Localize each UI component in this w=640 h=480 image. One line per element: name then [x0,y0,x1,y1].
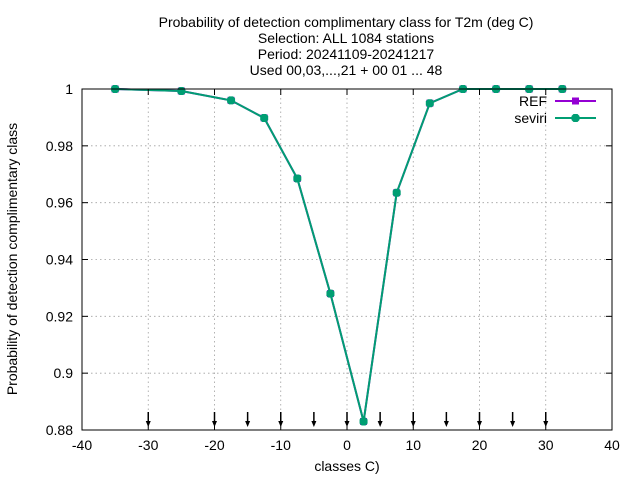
data-point [359,417,368,426]
title-line-2: Selection: ALL 1084 stations [258,30,434,46]
series-group [111,85,567,426]
grid [82,89,612,430]
title-line-4: Used 00,03,...,21 + 00 01 ... 48 [250,62,443,78]
series-seviri [111,85,567,426]
class-boundary-arrowhead [311,421,317,427]
series-REF [111,85,566,425]
data-point [177,86,186,95]
y-tick-label: 0.88 [46,422,73,438]
legend-marker-seviri [571,114,580,122]
y-tick-label: 0.98 [46,138,73,154]
data-point [425,99,434,108]
data-point [293,174,302,183]
legend-label-REF: REF [519,93,547,109]
x-tick-label: -20 [204,437,224,453]
series-line [115,88,563,422]
x-tick-label: 20 [472,437,488,453]
x-tick-label: 30 [538,437,554,453]
x-tick-label: -40 [72,437,92,453]
series-line [115,88,563,422]
data-point [326,289,335,298]
chart-title: Probability of detection complimentary c… [159,14,534,78]
x-tick-label: -30 [138,437,158,453]
data-point [227,96,236,105]
y-tick-label: 0.94 [46,252,73,268]
x-axis-ticks: -40 -30 -20 -10 0 10 20 30 40 [72,89,620,453]
y-axis-ticks: 0.88 0.9 0.92 0.94 0.96 0.98 1 [46,81,612,438]
title-line-1: Probability of detection complimentary c… [159,14,534,30]
x-axis-label: classes C) [314,458,379,474]
y-tick-label: 0.9 [54,365,74,381]
x-tick-label: -10 [271,437,291,453]
title-line-3: Period: 20241109-20241217 [258,46,435,62]
legend-marker-REF [572,97,579,105]
class-boundary-arrowhead [443,421,449,427]
x-tick-label: 40 [604,437,620,453]
y-tick-label: 1 [65,81,73,97]
y-tick-label: 0.96 [46,195,73,211]
x-tick-label: 10 [405,437,421,453]
class-boundary-arrowhead [245,421,251,427]
class-boundary-arrowhead [377,421,383,427]
class-boundary-arrowhead [510,421,516,427]
y-tick-label: 0.92 [46,308,73,324]
legend-label-seviri: seviri [514,110,547,126]
y-axis-label: Probability of detection complimentary c… [4,123,20,395]
data-point [392,188,401,197]
data-point [260,113,269,122]
x-tick-label: 0 [343,437,351,453]
